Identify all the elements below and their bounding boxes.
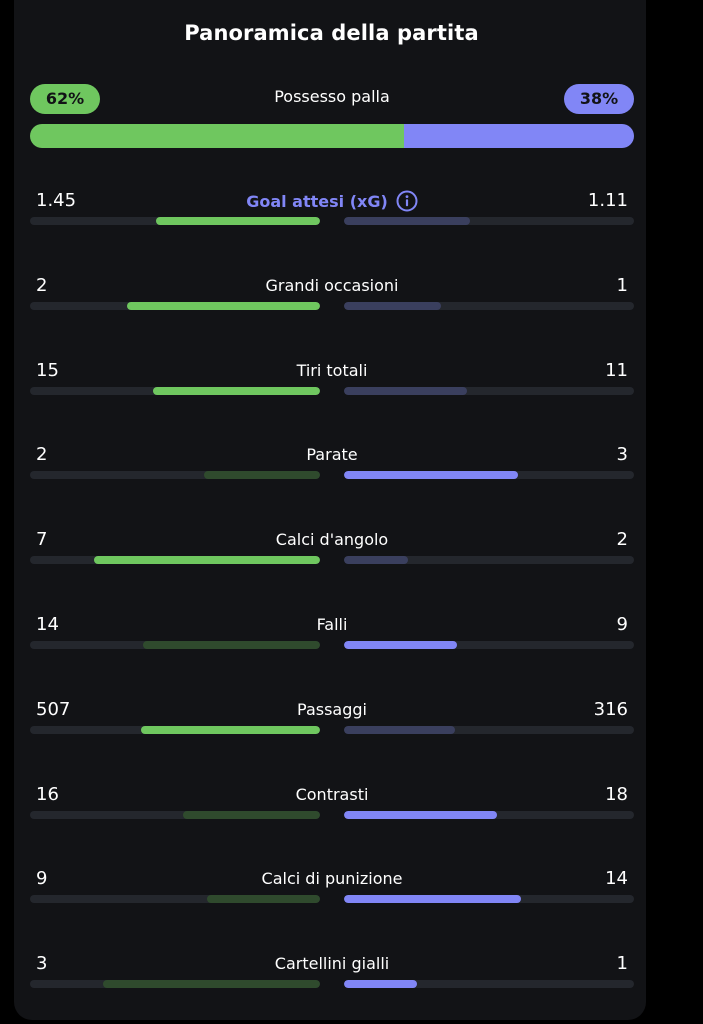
stat-label-text: Grandi occasioni xyxy=(265,275,399,295)
stat-label: Tiri totali xyxy=(30,360,634,382)
stat-label: Calci d'angolo xyxy=(30,529,634,551)
stat-home-bar xyxy=(94,556,320,565)
stat-home-track xyxy=(30,301,320,310)
stat-home-track xyxy=(30,386,320,395)
stat-label-text: Falli xyxy=(316,615,348,634)
stat-away-track xyxy=(344,810,634,819)
stat-away-value: 3 xyxy=(616,444,628,466)
stat-label-text: Tiri totali xyxy=(296,360,368,380)
stat-label: Passaggi xyxy=(30,699,634,721)
stat-label: Falli xyxy=(30,614,634,636)
stat-away-bar xyxy=(344,725,456,734)
possession-home-segment xyxy=(30,124,405,148)
possession-label: Possesso palla xyxy=(274,87,390,106)
stat-row: 14 Falli 9 xyxy=(30,613,634,673)
stat-row: 1.45 Goal attesi (xG) 1.11 xyxy=(30,189,634,249)
stat-home-track xyxy=(30,217,320,225)
stat-away-track xyxy=(344,641,634,649)
stat-away-bar xyxy=(344,217,470,225)
stat-home-value: 2 xyxy=(36,444,48,466)
stat-away-track xyxy=(344,386,634,395)
stat-home-track xyxy=(30,641,320,649)
stat-away-track xyxy=(344,217,634,225)
stat-away-value: 9 xyxy=(616,614,628,635)
stat-row: 507 Passaggi 316 xyxy=(30,698,634,758)
stat-home-value: 15 xyxy=(36,359,59,381)
stat-home-bar xyxy=(206,895,320,904)
possession-away-segment xyxy=(404,124,634,148)
stat-row: 2 Parate 3 xyxy=(30,443,634,503)
stat-away-bar xyxy=(344,301,441,310)
stat-away-bar xyxy=(344,556,409,565)
stat-home-value: 7 xyxy=(36,529,48,551)
stat-home-bar xyxy=(126,301,320,310)
stat-label-text: Contrasti xyxy=(295,784,369,804)
stat-home-value: 2 xyxy=(36,274,48,296)
stat-label: Contrasti xyxy=(30,784,634,806)
stat-label: Cartellini gialli xyxy=(30,953,634,975)
stat-away-value: 316 xyxy=(593,698,628,720)
stat-home-value: 16 xyxy=(36,783,59,805)
stat-away-value: 11 xyxy=(605,359,628,381)
stat-home-track xyxy=(30,895,320,904)
stat-away-bar xyxy=(344,895,521,904)
stat-label: Calci di punizione xyxy=(30,868,634,890)
page-title: Panoramica della partita xyxy=(184,21,479,45)
stat-row: 2 Grandi occasioni 1 xyxy=(30,274,634,334)
stat-away-bar xyxy=(344,386,467,395)
stat-home-track xyxy=(30,471,320,480)
stat-away-value: 1 xyxy=(616,274,628,296)
stat-label-text: Passaggi xyxy=(297,699,367,719)
stat-away-bar xyxy=(344,641,458,649)
stat-label-text: Calci di punizione xyxy=(261,869,403,889)
stat-away-bar xyxy=(344,471,518,480)
stat-label-text: Calci d'angolo xyxy=(275,530,389,550)
stat-home-bar xyxy=(155,217,320,225)
stat-label-text: Goal attesi (xG) xyxy=(246,192,388,211)
stat-away-track xyxy=(344,980,634,989)
stat-away-bar xyxy=(344,980,417,989)
stat-row: 9 Calci di punizione 14 xyxy=(30,867,634,927)
stat-away-track xyxy=(344,725,634,734)
stat-home-track xyxy=(30,556,320,565)
stat-away-track xyxy=(344,471,634,480)
stat-away-track xyxy=(344,895,634,904)
stat-home-bar xyxy=(152,386,320,395)
possession-bar xyxy=(30,124,634,148)
stat-home-track xyxy=(30,980,320,989)
stat-row: 3 Cartellini gialli 1 xyxy=(30,952,634,1012)
stat-away-value: 1 xyxy=(616,953,628,975)
possession-away-badge: 38% xyxy=(564,84,634,114)
stat-home-value: 14 xyxy=(36,614,59,635)
stat-label-text: Cartellini gialli xyxy=(274,954,390,974)
stat-home-value: 1.45 xyxy=(36,190,77,211)
stat-home-bar xyxy=(204,471,320,480)
stat-away-value: 18 xyxy=(605,783,628,805)
stat-label: Parate xyxy=(30,444,634,466)
stat-away-value: 14 xyxy=(605,868,628,890)
stat-home-track xyxy=(30,810,320,819)
stat-row: 15 Tiri totali 11 xyxy=(30,359,634,419)
stat-away-value: 1.11 xyxy=(587,190,628,211)
stat-home-bar xyxy=(102,980,320,989)
stat-home-bar xyxy=(141,725,320,734)
stat-away-bar xyxy=(344,810,498,819)
possession-home-badge: 62% xyxy=(30,84,100,114)
stat-label-text: Parate xyxy=(306,445,358,465)
stat-home-bar xyxy=(183,810,320,819)
stat-label[interactable]: Goal attesi (xG) xyxy=(30,190,634,213)
stat-away-value: 2 xyxy=(616,529,628,551)
stat-label: Grandi occasioni xyxy=(30,275,634,297)
stat-home-value: 3 xyxy=(36,953,48,975)
stat-row: 16 Contrasti 18 xyxy=(30,783,634,843)
match-overview-card xyxy=(14,0,646,1020)
info-icon[interactable] xyxy=(396,190,418,212)
stat-home-track xyxy=(30,725,320,734)
stat-away-track xyxy=(344,301,634,310)
stat-home-value: 507 xyxy=(36,698,71,720)
stat-home-value: 9 xyxy=(36,868,48,890)
stat-row: 7 Calci d'angolo 2 xyxy=(30,528,634,588)
stat-away-track xyxy=(344,556,634,565)
stat-home-bar xyxy=(143,641,320,649)
